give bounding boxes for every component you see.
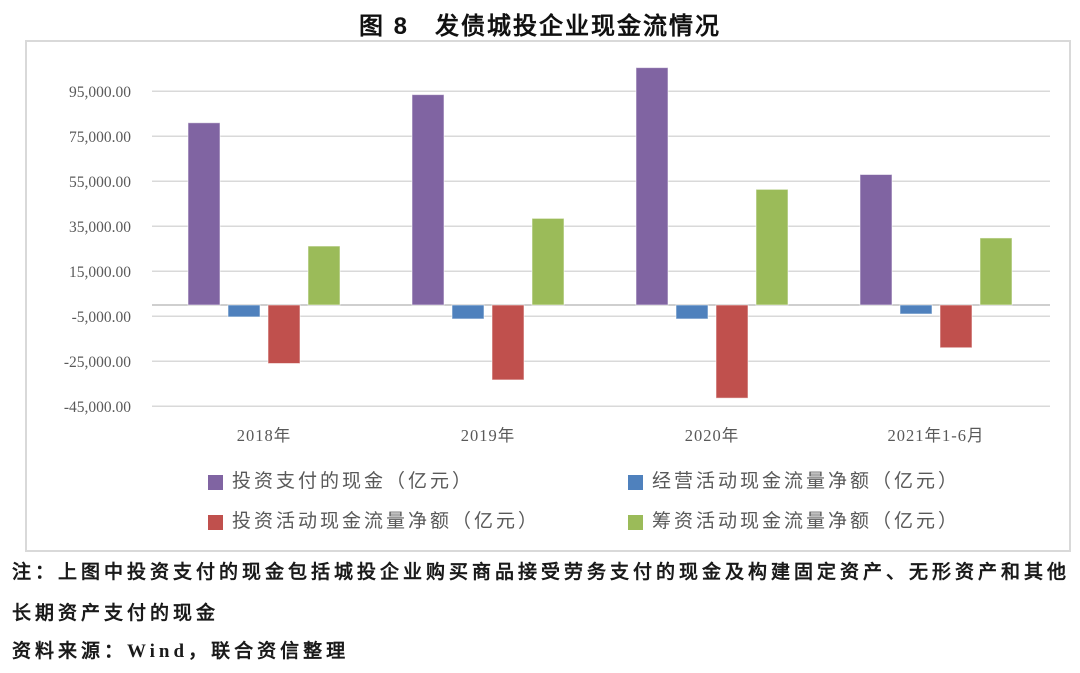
legend-swatch-green [628,514,643,530]
bar-financing-cf-net-2018 [307,245,341,306]
legend-label: 投资活动现金流量净额（亿元） [232,511,541,532]
x-category-label-2018: 2018年 [237,426,292,445]
bar-investment-paid-cash-2020 [635,67,669,306]
x-category-label-2019: 2019年 [461,426,516,445]
source-line: 资料来源：Wind，联合资信整理 [12,641,350,662]
bar-investing-cf-net-2021h1 [939,304,973,349]
bar-operating-cf-net-2018 [227,304,261,318]
bar-financing-cf-net-2021h1 [979,237,1013,306]
y-tick-label-95000: 95,000.00 [69,84,131,101]
legend-swatch-blue [628,474,643,490]
legend-label: 经营活动现金流量净额（亿元） [652,471,961,492]
y-tick-label-15000: 15,000.00 [69,264,131,281]
legend-item-investing-cf-net: 投资活动现金流量净额（亿元） [208,512,540,532]
bar-chart-plot: 95,000.00 75,000.00 55,000.00 35,000.00 15,0… [64,67,1050,445]
bar-investing-cf-net-2020 [715,304,749,399]
bar-operating-cf-net-2020 [675,304,709,320]
bar-investment-paid-cash-2019 [411,94,445,306]
legend-swatch-purple [208,474,223,490]
y-tick-label-35000: 35,000.00 [69,219,131,236]
note-line-2: 长期资产支付的现金 [12,603,220,624]
bar-operating-cf-net-2019 [451,304,485,320]
bar-investing-cf-net-2018 [267,304,301,364]
legend-swatch-red [208,514,223,530]
y-tick-label--25000: -25,000.00 [64,354,131,371]
chart-frame: 95,000.00 75,000.00 55,000.00 35,000.00 15,0… [25,40,1071,552]
y-tick-label--5000: -5,000.00 [72,309,132,326]
chart-title: 图 8 发债城投企业现金流情况 [358,13,721,40]
bar-operating-cf-net-2021h1 [899,304,933,315]
y-tick-label-55000: 55,000.00 [69,174,131,191]
legend-item-investment-paid-cash: 投资支付的现金（亿元） [208,472,474,492]
y-tick-label-75000: 75,000.00 [69,129,131,146]
bar-financing-cf-net-2020 [755,188,789,306]
x-category-label-2020: 2020年 [685,426,740,445]
bar-financing-cf-net-2019 [531,217,565,306]
y-tick-label--45000: -45,000.00 [64,399,131,416]
x-category-label-2021h1: 2021年1-6月 [888,426,985,445]
note-line-1: 注：上图中投资支付的现金包括城投企业购买商品接受劳务支付的现金及构建固定资产、无… [12,562,1071,583]
legend-item-operating-cf-net: 经营活动现金流量净额（亿元） [628,472,960,492]
bar-investment-paid-cash-2018 [187,122,221,306]
bar-investing-cf-net-2019 [491,304,525,381]
legend-label: 筹资活动现金流量净额（亿元） [652,511,961,532]
bar-investment-paid-cash-2021h1 [859,174,893,306]
legend-label: 投资支付的现金（亿元） [232,471,475,492]
legend-item-financing-cf-net: 筹资活动现金流量净额（亿元） [628,512,960,532]
